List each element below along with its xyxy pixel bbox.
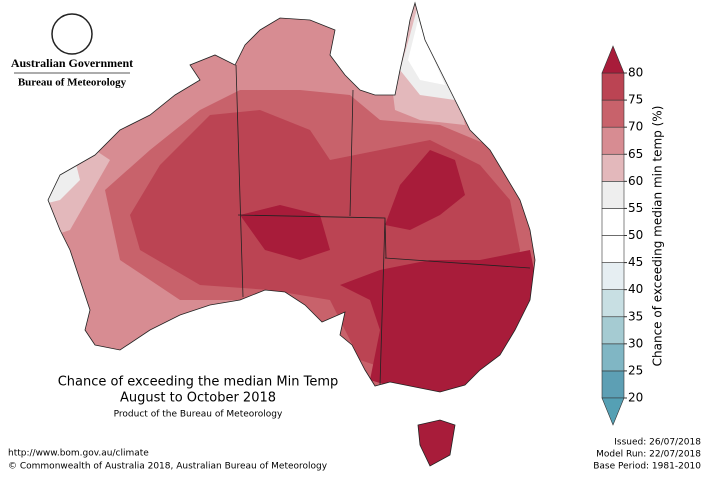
url: http://www.bom.gov.au/climate <box>8 449 149 459</box>
subtitle: August to October 2018 <box>120 391 276 406</box>
colorbar-band <box>601 370 625 399</box>
logo: Australian Government Bureau of Meteorol… <box>11 13 133 89</box>
colorbar: 20 25 30 35 40 45 50 55 60 65 70 75 80 <box>601 45 643 426</box>
colorbar-tick-label: 75 <box>628 93 643 107</box>
colorbar-tick-label: 80 <box>628 66 643 80</box>
forecast-map <box>48 3 535 466</box>
borders <box>47 1 536 467</box>
colorbar-label: Chance of exceeding median min temp (%) <box>651 106 665 367</box>
colorbar-band <box>601 99 625 128</box>
colorbar-tick-label: 65 <box>628 147 643 161</box>
colorbar-tick-label: 50 <box>628 228 643 242</box>
colorbar-band <box>601 343 625 372</box>
colorbar-band <box>601 208 625 236</box>
model-run: Model Run: 22/07/2018 <box>596 450 701 460</box>
colorbar-tick-label: 35 <box>628 309 643 323</box>
colorbar-over <box>601 45 625 74</box>
colorbar-tick-label: 55 <box>628 201 643 215</box>
colorbar-tick-label: 20 <box>628 391 643 405</box>
government-name: Australian Government <box>11 56 133 70</box>
colorbar-band <box>601 262 625 290</box>
colorbar-tick-label: 30 <box>628 336 643 350</box>
colorbar-band <box>601 289 625 318</box>
colorbar-tick-label: 40 <box>628 282 643 296</box>
base-period: Base Period: 1981-2010 <box>593 462 701 472</box>
title: Chance of exceeding the median Min Temp <box>58 375 339 390</box>
colorbar-band <box>601 72 625 101</box>
colorbar-band <box>601 235 625 263</box>
colorbar-tick-label: 25 <box>628 363 643 377</box>
colorbar-tick-label: 45 <box>628 255 643 269</box>
issued: Issued: 26/07/2018 <box>614 438 701 448</box>
bureau-name: Bureau of Meteorology <box>18 77 127 89</box>
colorbar-under <box>601 397 625 426</box>
colorbar-band <box>601 181 625 209</box>
colorbar-band <box>601 126 625 155</box>
colorbar-tick-label: 60 <box>628 174 643 188</box>
product-note: Product of the Bureau of Meteorology <box>114 410 283 420</box>
colorbar-band <box>601 153 625 182</box>
colorbar-tick-label: 70 <box>628 120 643 134</box>
copyright: © Commonwealth of Australia 2018, Austra… <box>8 462 328 472</box>
colorbar-band <box>601 316 625 345</box>
